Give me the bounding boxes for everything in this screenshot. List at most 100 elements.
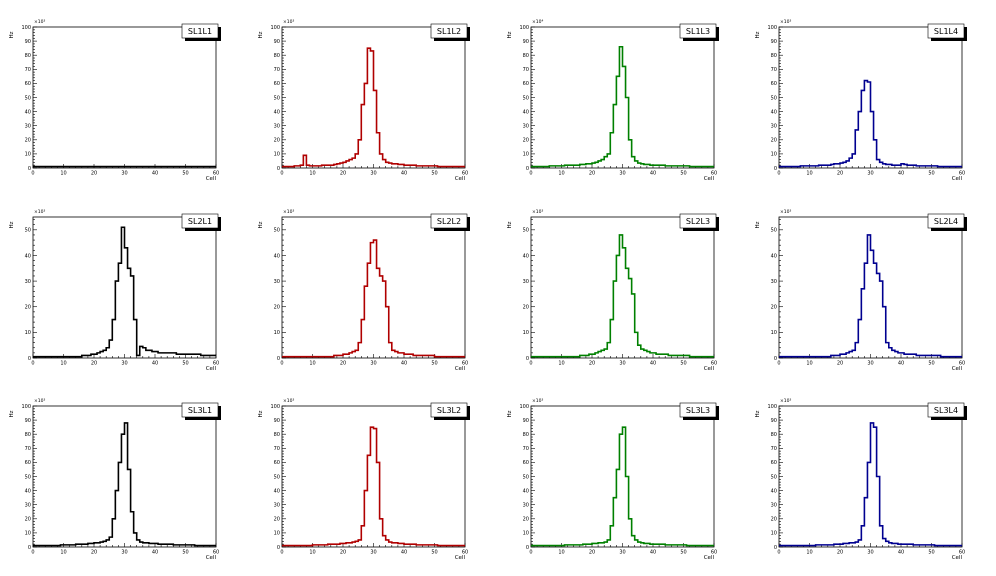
x-tick-label: 20: [91, 171, 97, 177]
x-tick-label: 50: [928, 361, 934, 367]
x-tick-label: 40: [650, 550, 656, 556]
y-tick-label: 0: [526, 356, 529, 362]
x-tick-label: 10: [309, 550, 315, 556]
y-tick-label: 10: [523, 531, 529, 537]
y-tick-label: 20: [274, 138, 280, 144]
y-tick-label: 100: [21, 404, 31, 410]
x-tick-label: 60: [213, 550, 219, 556]
y-tick-label: 10: [771, 330, 777, 336]
x-tick-label: 60: [711, 361, 717, 367]
histogram-series: [282, 239, 465, 358]
histogram-panel: 0 10 20 30 40 50 0 10 20 30 40 50 60 Hz ×10³ Cell SL2L3: [507, 209, 719, 372]
plot-frame: [281, 405, 466, 548]
y-tick-label: 0: [277, 166, 280, 172]
histogram-title: SL3L2: [437, 406, 461, 415]
y-tick-label: 30: [25, 279, 31, 285]
x-tick-label: 60: [711, 550, 717, 556]
y-tick-label: 0: [526, 166, 529, 172]
x-tick-label: 10: [558, 550, 564, 556]
x-tick-label: 50: [928, 550, 934, 556]
title-box: [181, 402, 219, 418]
y-tick-label: 100: [270, 25, 280, 31]
histogram-panel: 0 10 20 30 40 50 60 70 80 90 100 0 10 20 30 40 50 60 Hz ×10…: [755, 19, 967, 182]
y-axis-label: Hz: [507, 410, 513, 417]
y-tick-label: 20: [523, 305, 529, 311]
x-tick-label: 50: [680, 361, 686, 367]
histogram-series: [531, 234, 714, 358]
y-exponent-label: ×10³: [780, 19, 791, 25]
y-tick-label: 10: [771, 531, 777, 537]
y-tick-label: 50: [25, 474, 31, 480]
x-tick-label: 30: [121, 550, 127, 556]
histogram-title: SL1L3: [686, 27, 710, 36]
y-tick-label: 10: [274, 330, 280, 336]
y-tick-label: 40: [523, 253, 529, 259]
x-axis-label: Cell: [455, 555, 466, 561]
y-exponent-label: ×10³: [283, 209, 294, 215]
x-tick-label: 40: [650, 171, 656, 177]
y-tick-label: 60: [25, 81, 31, 87]
y-tick-label: 0: [28, 166, 31, 172]
title-box: [430, 23, 468, 39]
y-exponent-label: ×10³: [283, 398, 294, 404]
y-tick-label: 40: [25, 109, 31, 115]
y-axis-label: Hz: [755, 31, 761, 38]
x-tick-label: 0: [777, 171, 780, 177]
histogram-panel: 0 10 20 30 40 50 0 10 20 30 40 50 60 Hz ×10³ Cell SL2L2: [258, 209, 470, 372]
y-tick-label: 20: [274, 517, 280, 523]
x-tick-label: 30: [867, 361, 873, 367]
y-tick-label: 70: [25, 67, 31, 73]
y-tick-label: 20: [523, 517, 529, 523]
x-axis-label: Cell: [206, 555, 217, 561]
x-axis-label: Cell: [704, 176, 715, 182]
histogram-panel: 0 10 20 30 40 50 60 70 80 90 100 0 10 20 30 40 50 60 Hz ×10…: [258, 398, 470, 561]
y-tick-label: 30: [274, 503, 280, 509]
x-tick-label: 0: [280, 550, 283, 556]
y-tick-label: 40: [523, 488, 529, 494]
x-tick-label: 20: [91, 361, 97, 367]
x-tick-label: 40: [898, 171, 904, 177]
y-tick-label: 10: [523, 330, 529, 336]
x-tick-label: 30: [619, 171, 625, 177]
y-tick-label: 30: [25, 503, 31, 509]
y-tick-label: 30: [771, 124, 777, 130]
x-tick-label: 40: [401, 550, 407, 556]
x-tick-label: 10: [309, 361, 315, 367]
y-tick-label: 70: [523, 446, 529, 452]
y-tick-label: 50: [771, 474, 777, 480]
y-tick-label: 20: [25, 138, 31, 144]
y-exponent-label: ×10³: [532, 398, 543, 404]
title-box: [181, 23, 219, 39]
y-tick-label: 70: [523, 67, 529, 73]
x-tick-label: 40: [401, 171, 407, 177]
x-tick-label: 50: [182, 550, 188, 556]
x-axis-label: Cell: [704, 555, 715, 561]
y-tick-label: 70: [25, 446, 31, 452]
y-tick-label: 50: [25, 95, 31, 101]
histogram-title: SL2L4: [934, 217, 958, 226]
histogram-series: [33, 226, 216, 358]
y-tick-label: 100: [270, 404, 280, 410]
y-tick-label: 60: [274, 460, 280, 466]
y-tick-label: 0: [774, 166, 777, 172]
histogram-series: [531, 426, 714, 547]
y-exponent-label: ×10³: [283, 19, 294, 25]
y-tick-label: 0: [28, 545, 31, 551]
y-tick-label: 90: [771, 418, 777, 424]
x-tick-label: 50: [431, 171, 437, 177]
y-exponent-label: ×10³: [34, 398, 45, 404]
y-tick-label: 0: [28, 356, 31, 362]
histogram-series: [282, 47, 465, 168]
x-tick-label: 40: [152, 361, 158, 367]
histogram-title: SL3L4: [934, 406, 958, 415]
x-tick-label: 60: [213, 361, 219, 367]
x-tick-label: 20: [837, 361, 843, 367]
y-tick-label: 70: [274, 446, 280, 452]
y-tick-label: 40: [25, 253, 31, 259]
x-tick-label: 50: [182, 361, 188, 367]
y-tick-label: 30: [274, 124, 280, 130]
y-tick-label: 50: [523, 228, 529, 234]
x-tick-label: 30: [619, 361, 625, 367]
histogram-panel: 0 10 20 30 40 50 60 70 80 90 100 0 10 20 30 40 50 60 Hz ×10…: [258, 19, 470, 182]
